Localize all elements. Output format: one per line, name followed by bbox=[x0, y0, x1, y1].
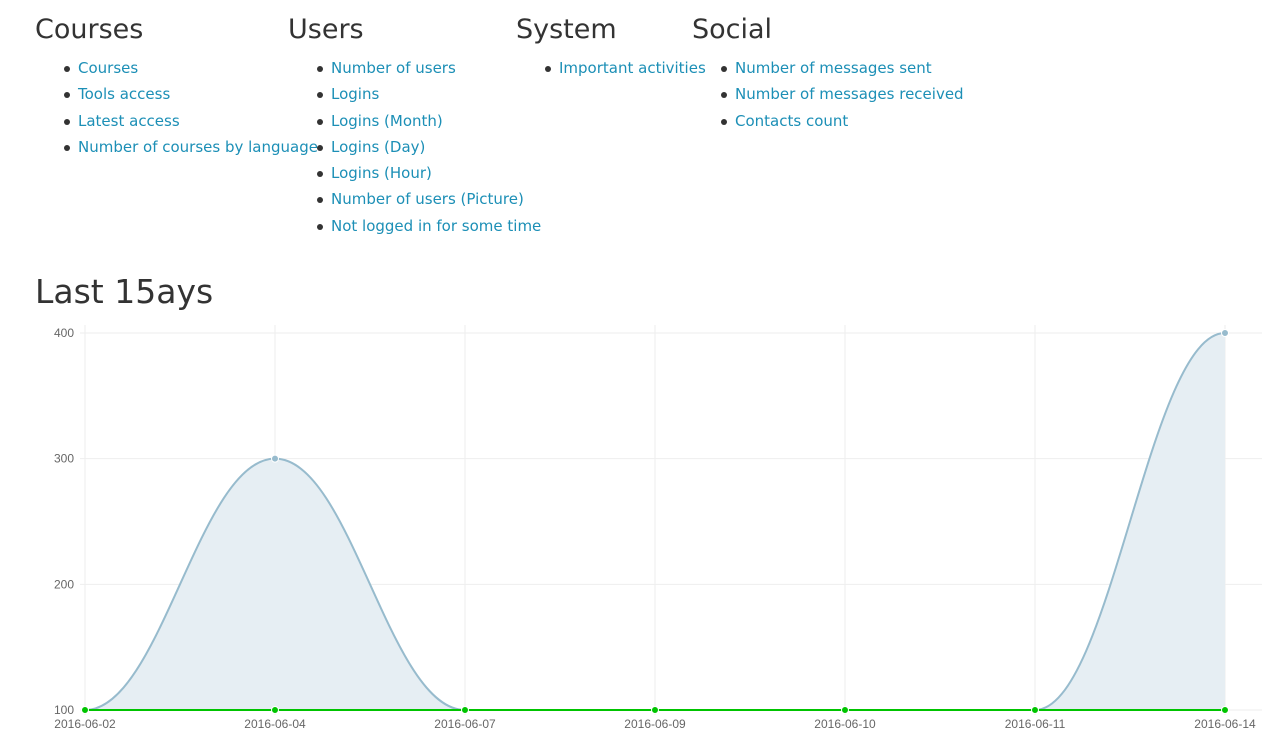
bullet-icon bbox=[317, 171, 323, 178]
list-item: Logins (Hour) bbox=[288, 160, 541, 186]
bullet-icon bbox=[721, 92, 727, 99]
y-tick-label: 100 bbox=[54, 703, 74, 717]
menu-system-title: System bbox=[516, 14, 617, 45]
link-not-logged-in[interactable]: Not logged in for some time bbox=[331, 216, 542, 235]
series-2-point bbox=[461, 706, 469, 714]
menu-users-list: Number of users Logins Logins (Month) Lo… bbox=[288, 55, 541, 239]
series-2-point bbox=[271, 706, 279, 714]
link-number-of-users[interactable]: Number of users bbox=[331, 59, 456, 77]
y-tick-label: 300 bbox=[54, 452, 74, 466]
link-logins-month[interactable]: Logins (Month) bbox=[331, 111, 443, 130]
list-item: Not logged in for some time bbox=[288, 213, 541, 239]
list-item: Important activities bbox=[516, 55, 706, 81]
link-latest-access[interactable]: Latest access bbox=[78, 111, 180, 130]
bullet-icon bbox=[317, 118, 323, 125]
link-logins[interactable]: Logins bbox=[331, 85, 380, 104]
x-tick-label: 2016-06-11 bbox=[1005, 717, 1066, 731]
link-contacts-count[interactable]: Contacts count bbox=[735, 111, 849, 130]
series-2-point bbox=[1031, 706, 1039, 714]
series-2-point bbox=[81, 706, 89, 714]
x-tick-label: 2016-06-09 bbox=[624, 717, 686, 731]
bullet-icon bbox=[317, 197, 323, 204]
link-important-activities[interactable]: Important activities bbox=[559, 59, 706, 77]
bullet-icon bbox=[317, 223, 323, 230]
x-tick-label: 2016-06-07 bbox=[434, 717, 496, 731]
link-messages-received[interactable]: Number of messages received bbox=[735, 85, 964, 104]
list-item: Logins bbox=[288, 81, 541, 107]
bullet-icon bbox=[64, 92, 70, 99]
x-tick-label: 2016-06-14 bbox=[1194, 717, 1256, 731]
link-messages-sent[interactable]: Number of messages sent bbox=[735, 59, 932, 77]
menu-courses: Courses Courses Tools access Latest acce… bbox=[35, 10, 318, 160]
list-item: Courses bbox=[35, 55, 318, 81]
series-2-point bbox=[841, 706, 849, 714]
link-logins-hour[interactable]: Logins (Hour) bbox=[331, 164, 432, 183]
x-tick-label: 2016-06-04 bbox=[244, 717, 306, 731]
menu-system: System Important activities bbox=[516, 10, 706, 81]
menu-system-list: Important activities bbox=[516, 55, 706, 81]
menu-social: Social Number of messages sent Number of… bbox=[692, 10, 964, 134]
list-item: Number of users (Picture) bbox=[288, 186, 541, 212]
series-1-point bbox=[1221, 329, 1229, 337]
list-item: Tools access bbox=[35, 81, 318, 107]
y-tick-label: 200 bbox=[54, 577, 74, 591]
list-item: Contacts count bbox=[692, 108, 964, 134]
series-1-point bbox=[271, 454, 279, 463]
link-courses[interactable]: Courses bbox=[78, 59, 139, 77]
x-tick-label: 2016-06-10 bbox=[814, 717, 876, 731]
list-item: Latest access bbox=[35, 108, 318, 134]
list-item: Logins (Day) bbox=[288, 134, 541, 160]
bullet-icon bbox=[317, 66, 323, 72]
series-1-area bbox=[85, 333, 1225, 710]
list-item: Number of messages sent bbox=[692, 55, 964, 81]
list-item: Number of users bbox=[288, 55, 541, 81]
link-logins-day[interactable]: Logins (Day) bbox=[331, 137, 426, 156]
x-tick-label: 2016-06-02 bbox=[54, 717, 116, 731]
list-item: Logins (Month) bbox=[288, 108, 541, 134]
list-item: Number of courses by language bbox=[35, 134, 318, 160]
menu-courses-title: Courses bbox=[35, 14, 144, 45]
link-number-of-users-picture[interactable]: Number of users (Picture) bbox=[331, 190, 524, 209]
bullet-icon bbox=[721, 118, 727, 125]
menu-users-title: Users bbox=[288, 14, 364, 45]
series-2-point bbox=[1221, 706, 1229, 714]
link-courses-by-language[interactable]: Number of courses by language bbox=[78, 137, 318, 156]
bullet-icon bbox=[317, 144, 323, 151]
menu-courses-list: Courses Tools access Latest access Numbe… bbox=[35, 55, 318, 160]
bullet-icon bbox=[721, 66, 727, 72]
link-tools-access[interactable]: Tools access bbox=[78, 85, 171, 104]
series-2-point bbox=[651, 706, 659, 714]
y-tick-label: 400 bbox=[54, 326, 74, 340]
list-item: Number of messages received bbox=[692, 81, 964, 107]
menu-users: Users Number of users Logins Logins (Mon… bbox=[288, 10, 541, 239]
menu-social-list: Number of messages sent Number of messag… bbox=[692, 55, 964, 134]
menu-social-title: Social bbox=[692, 14, 773, 45]
bullet-icon bbox=[64, 118, 70, 125]
bullet-icon bbox=[317, 92, 323, 99]
chart-title: Last 15ays bbox=[35, 272, 214, 311]
bullet-icon bbox=[64, 144, 70, 151]
bullet-icon bbox=[64, 66, 70, 72]
bullet-icon bbox=[545, 66, 551, 72]
